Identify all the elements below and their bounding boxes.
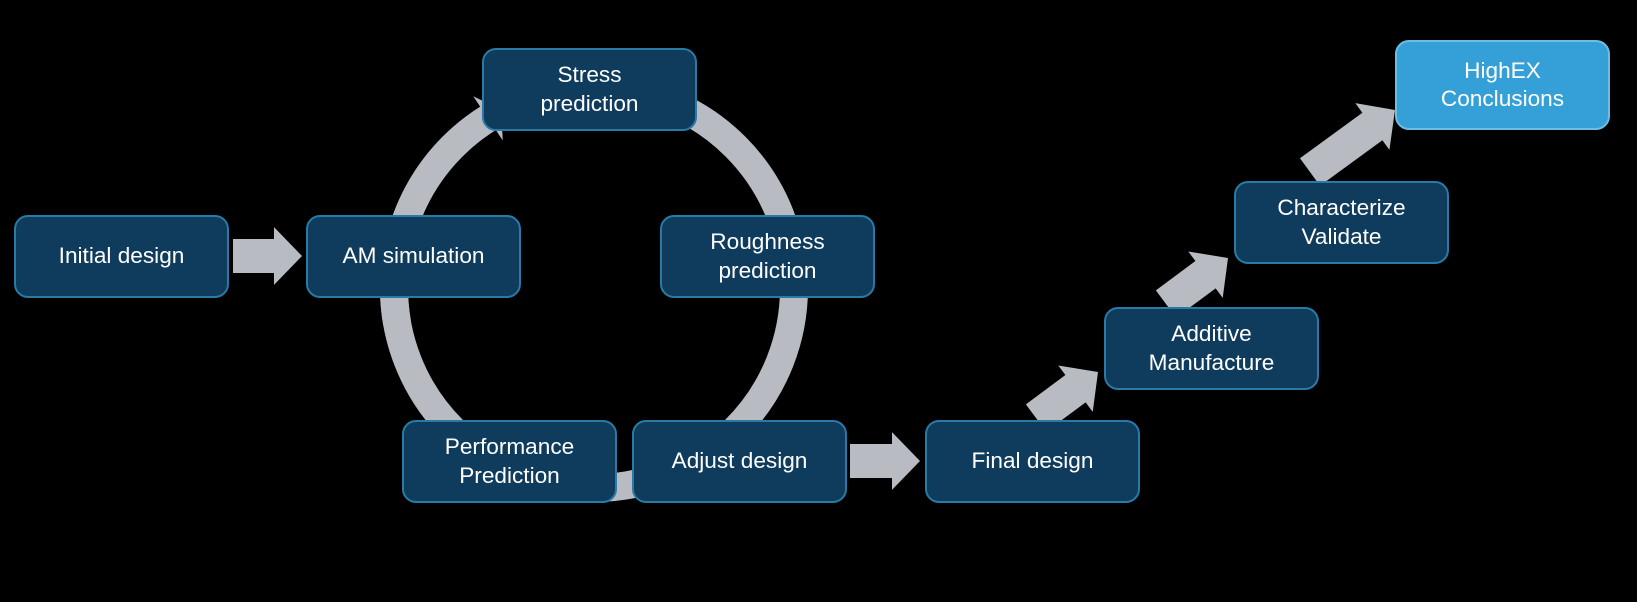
node-initial-design: Initial design bbox=[14, 215, 229, 298]
node-final-design: Final design bbox=[925, 420, 1140, 503]
background-svg bbox=[0, 0, 1637, 602]
node-stress-prediction: Stressprediction bbox=[482, 48, 697, 131]
node-label: Stressprediction bbox=[540, 61, 638, 118]
node-characterize-validate: CharacterizeValidate bbox=[1234, 181, 1449, 264]
arrow-initial-to-am bbox=[233, 227, 302, 285]
arrow-adjust-to-final bbox=[850, 432, 920, 490]
node-label: HighEXConclusions bbox=[1441, 57, 1564, 114]
node-label: CharacterizeValidate bbox=[1277, 194, 1405, 251]
node-label: AdditiveManufacture bbox=[1149, 320, 1275, 377]
node-label: PerformancePrediction bbox=[445, 433, 574, 490]
node-additive-manufacture: AdditiveManufacture bbox=[1104, 307, 1319, 390]
node-roughness-prediction: Roughnessprediction bbox=[660, 215, 875, 298]
node-highex-conclusions: HighEXConclusions bbox=[1395, 40, 1610, 130]
node-label: AM simulation bbox=[343, 242, 485, 270]
diagram-stage: Initial design AM simulation Stresspredict… bbox=[0, 0, 1637, 602]
node-label: Final design bbox=[972, 447, 1094, 475]
node-label: Initial design bbox=[59, 242, 185, 270]
node-label: Adjust design bbox=[672, 447, 808, 475]
node-am-simulation: AM simulation bbox=[306, 215, 521, 298]
node-label: Roughnessprediction bbox=[710, 228, 824, 285]
node-performance-prediction: PerformancePrediction bbox=[402, 420, 617, 503]
node-adjust-design: Adjust design bbox=[632, 420, 847, 503]
arrow-characterize-to-highex bbox=[1300, 103, 1395, 186]
